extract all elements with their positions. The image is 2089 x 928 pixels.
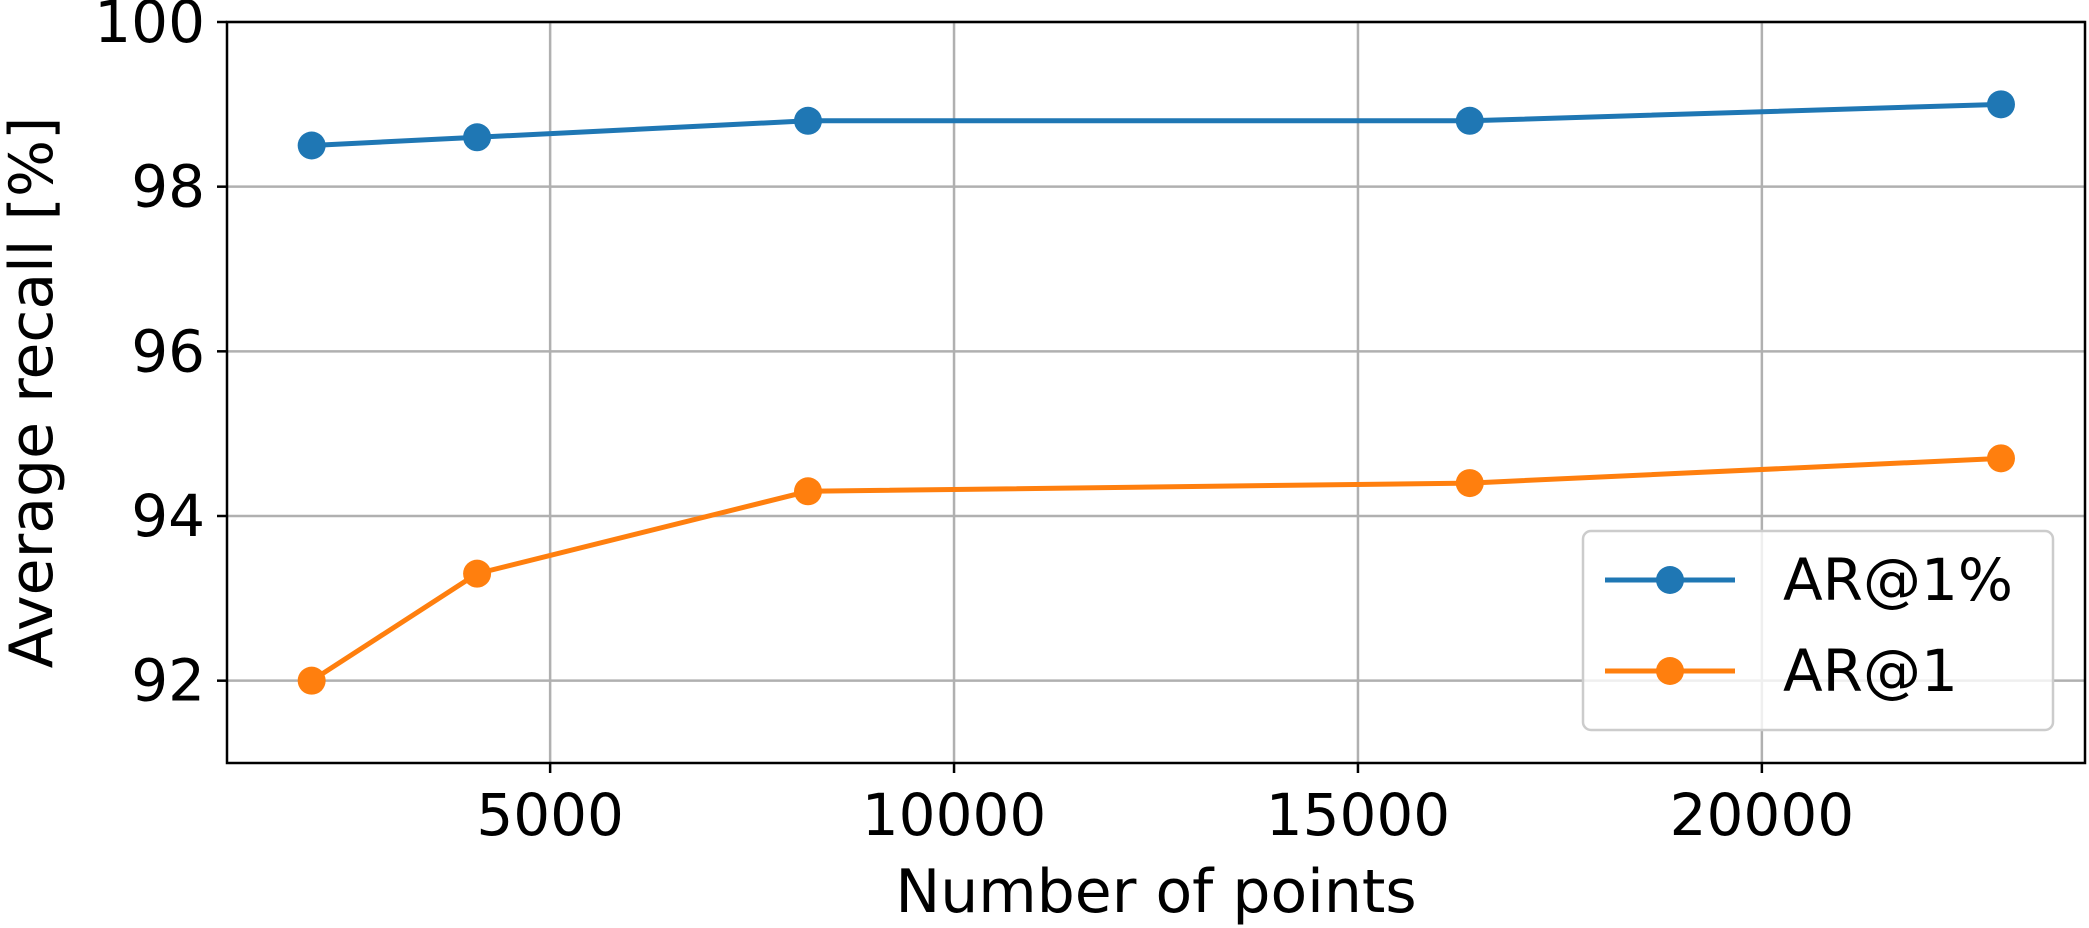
- y-tick-label: 98: [131, 153, 205, 221]
- x-tick-label: 20000: [1670, 781, 1855, 849]
- y-tick-label: 100: [94, 0, 205, 56]
- series-line-0: [311, 101, 2002, 148]
- series-1-point: [297, 666, 326, 695]
- legend-entry-ar-1: AR@1: [1783, 637, 1958, 705]
- x-axis-label: Number of points: [895, 857, 1416, 927]
- series-0-point: [1455, 106, 1484, 135]
- legend-marker-ar-1: [1656, 657, 1684, 685]
- axis-ticks: 5000 10000 15000 20000 92 94 96 98 100: [94, 0, 1854, 849]
- series-0-point: [297, 131, 326, 160]
- y-axis-label: Average recall [%]: [0, 117, 67, 669]
- series-0-point: [463, 123, 492, 152]
- legend-entry-ar-1-percent: AR@1%: [1783, 546, 2013, 614]
- series-1-point: [1455, 469, 1484, 498]
- y-tick-label: 96: [131, 317, 205, 385]
- x-tick-label: 10000: [862, 781, 1047, 849]
- y-tick-label: 92: [131, 647, 205, 715]
- x-tick-label: 5000: [476, 781, 624, 849]
- series-1-point: [1986, 444, 2015, 473]
- legend: AR@1% AR@1: [1581, 529, 2055, 732]
- series-layer: [297, 90, 2015, 695]
- series-1-point: [463, 559, 492, 588]
- plot-frame: [225, 20, 2087, 765]
- y-tick-label: 94: [131, 482, 205, 550]
- x-tick-label: 15000: [1266, 781, 1451, 849]
- series-1-point: [793, 477, 822, 506]
- series-0-point: [793, 106, 822, 135]
- legend-marker-ar-1-percent: [1656, 566, 1684, 594]
- series-0-point: [1986, 90, 2015, 119]
